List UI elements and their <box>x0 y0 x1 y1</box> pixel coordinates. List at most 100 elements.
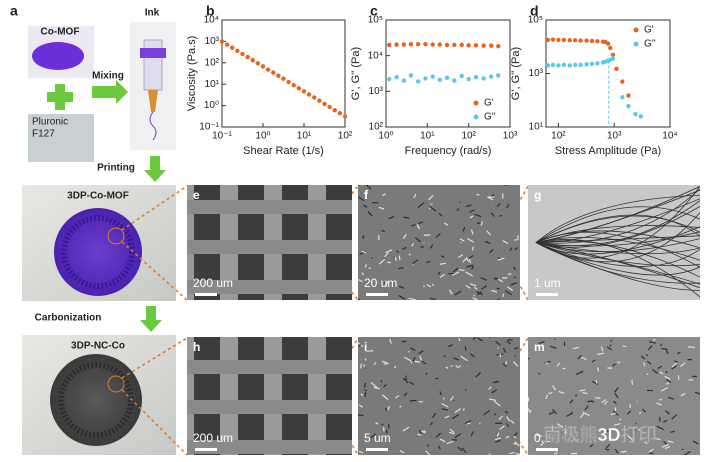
data-point <box>255 61 261 66</box>
data-point <box>473 43 479 48</box>
texture <box>502 362 507 367</box>
texture <box>614 407 617 411</box>
texture <box>358 404 364 408</box>
texture <box>366 185 372 190</box>
texture <box>681 448 684 451</box>
texture <box>466 237 474 243</box>
data-point <box>614 66 619 71</box>
texture <box>556 423 564 428</box>
texture <box>447 344 454 348</box>
texture <box>640 355 646 360</box>
photo-label: 3DP-Co-MOF <box>67 191 129 202</box>
data-point <box>496 43 501 49</box>
data-point <box>444 75 450 80</box>
data-point <box>260 64 266 69</box>
texture <box>648 341 656 344</box>
texture <box>497 257 501 260</box>
photo-pluronic <box>28 114 94 162</box>
texture <box>497 347 500 349</box>
data-point <box>230 45 235 50</box>
y-axis-label: G', G'' (Pa) <box>510 47 522 100</box>
data-point <box>550 37 556 42</box>
texture <box>605 448 610 451</box>
texture <box>552 385 557 391</box>
data-point <box>578 62 583 68</box>
texture <box>431 283 435 287</box>
x-tick-label: 10¹ <box>420 131 435 142</box>
texture <box>513 435 517 439</box>
texture <box>454 290 462 296</box>
data-point <box>245 54 250 60</box>
texture <box>617 361 621 364</box>
x-tick-label: 10⁴ <box>662 131 677 142</box>
data-point <box>584 38 589 43</box>
texture <box>441 408 448 411</box>
panel-label: h <box>193 340 200 354</box>
texture <box>417 433 422 436</box>
texture <box>361 250 367 254</box>
photo-label: Ink <box>145 8 160 19</box>
data-point <box>488 43 494 48</box>
data-point <box>415 41 421 47</box>
data-point <box>578 38 583 43</box>
data-point <box>608 45 613 51</box>
panel-label: f <box>364 188 369 202</box>
texture <box>488 453 491 455</box>
texture <box>358 278 363 283</box>
texture <box>437 271 441 275</box>
texture <box>425 450 431 455</box>
texture <box>465 271 473 277</box>
texture <box>605 443 611 450</box>
texture <box>470 229 474 235</box>
texture <box>425 372 428 376</box>
texture <box>443 222 449 226</box>
texture <box>529 409 532 413</box>
texture <box>644 441 648 445</box>
texture <box>459 238 465 242</box>
texture <box>597 367 600 372</box>
texture <box>664 446 671 450</box>
texture <box>666 379 672 384</box>
data-point <box>638 114 644 119</box>
step-label: Mixing <box>92 71 124 82</box>
texture <box>488 398 497 402</box>
tem-feature <box>535 188 700 244</box>
texture <box>556 362 561 367</box>
powder <box>32 42 84 70</box>
texture <box>627 435 634 441</box>
texture <box>595 380 598 384</box>
texture <box>480 285 488 290</box>
texture <box>538 341 545 345</box>
texture <box>646 360 652 365</box>
data-point <box>219 39 225 44</box>
data-point <box>459 42 464 48</box>
data-point <box>556 37 561 43</box>
data-point <box>408 73 414 78</box>
texture <box>426 260 431 264</box>
texture <box>554 440 560 444</box>
texture <box>626 410 632 415</box>
micrograph <box>187 337 352 455</box>
texture <box>493 380 499 384</box>
texture <box>601 399 607 404</box>
texture <box>429 297 436 300</box>
texture <box>652 368 659 374</box>
texture <box>453 267 459 273</box>
texture <box>462 408 465 411</box>
texture <box>378 259 386 265</box>
texture <box>385 249 393 254</box>
data-point <box>572 62 578 68</box>
plot-frame <box>385 19 511 128</box>
texture <box>360 393 364 396</box>
texture <box>465 422 471 425</box>
texture <box>613 410 619 416</box>
texture <box>402 233 407 239</box>
texture <box>692 440 699 445</box>
data-point <box>430 42 435 47</box>
texture <box>493 400 501 407</box>
x-tick-label: 10³ <box>607 131 622 142</box>
data-point <box>584 62 589 67</box>
texture <box>493 413 497 416</box>
texture <box>396 250 400 253</box>
tem-feature <box>535 226 700 255</box>
